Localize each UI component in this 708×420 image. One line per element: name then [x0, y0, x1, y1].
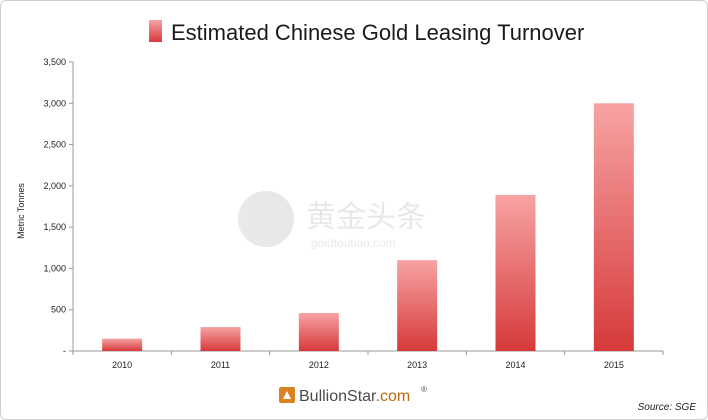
brand-registered: ® [421, 385, 427, 394]
y-tick-label: - [63, 346, 66, 356]
source-note: Source: SGE [638, 402, 697, 413]
y-tick-label: 1,000 [43, 263, 66, 273]
x-tick-label: 2014 [505, 360, 525, 370]
x-tick-label: 2011 [211, 360, 230, 370]
bars [102, 103, 634, 352]
watermark-latin: goldtoutiao.com [311, 236, 396, 250]
y-tick-label: 2,500 [43, 140, 66, 150]
watermark: 黄金头条 goldtoutiao.com [238, 191, 426, 250]
legend-label: Estimated Chinese Gold Leasing Turnover [171, 20, 584, 45]
bar-2010 [102, 338, 143, 351]
y-ticks: - 500 1,000 1,500 2,000 2,500 3,000 3,500 [43, 57, 73, 356]
x-tick-label: 2012 [309, 360, 329, 370]
bar-2012 [298, 313, 339, 351]
bar-2015 [593, 103, 634, 352]
watermark-chinese: 黄金头条 [306, 200, 426, 235]
y-tick-label: 3,500 [43, 57, 66, 67]
x-ticks: 2010 2011 2012 2013 2014 2015 [72, 351, 664, 370]
x-tick-label: 2015 [604, 360, 624, 370]
legend-swatch [149, 20, 162, 42]
y-tick-label: 2,000 [43, 181, 66, 191]
x-tick-label: 2013 [407, 360, 427, 370]
x-tick-label: 2010 [112, 360, 132, 370]
y-tick-label: 500 [51, 305, 66, 315]
y-tick-label: 1,500 [43, 222, 66, 232]
y-axis-title: Metric Tonnes [16, 183, 26, 239]
legend: Estimated Chinese Gold Leasing Turnover [149, 20, 584, 45]
y-tick-label: 3,000 [43, 98, 66, 108]
brand-logo: BullionStar.com ® [279, 385, 427, 405]
watermark-logo-icon [238, 191, 294, 247]
bar-2011 [200, 327, 241, 351]
brand-logo-star-icon [283, 391, 291, 399]
brand-name: BullionStar.com [299, 388, 410, 405]
bar-2014 [495, 194, 536, 351]
bar-2013 [397, 260, 438, 351]
